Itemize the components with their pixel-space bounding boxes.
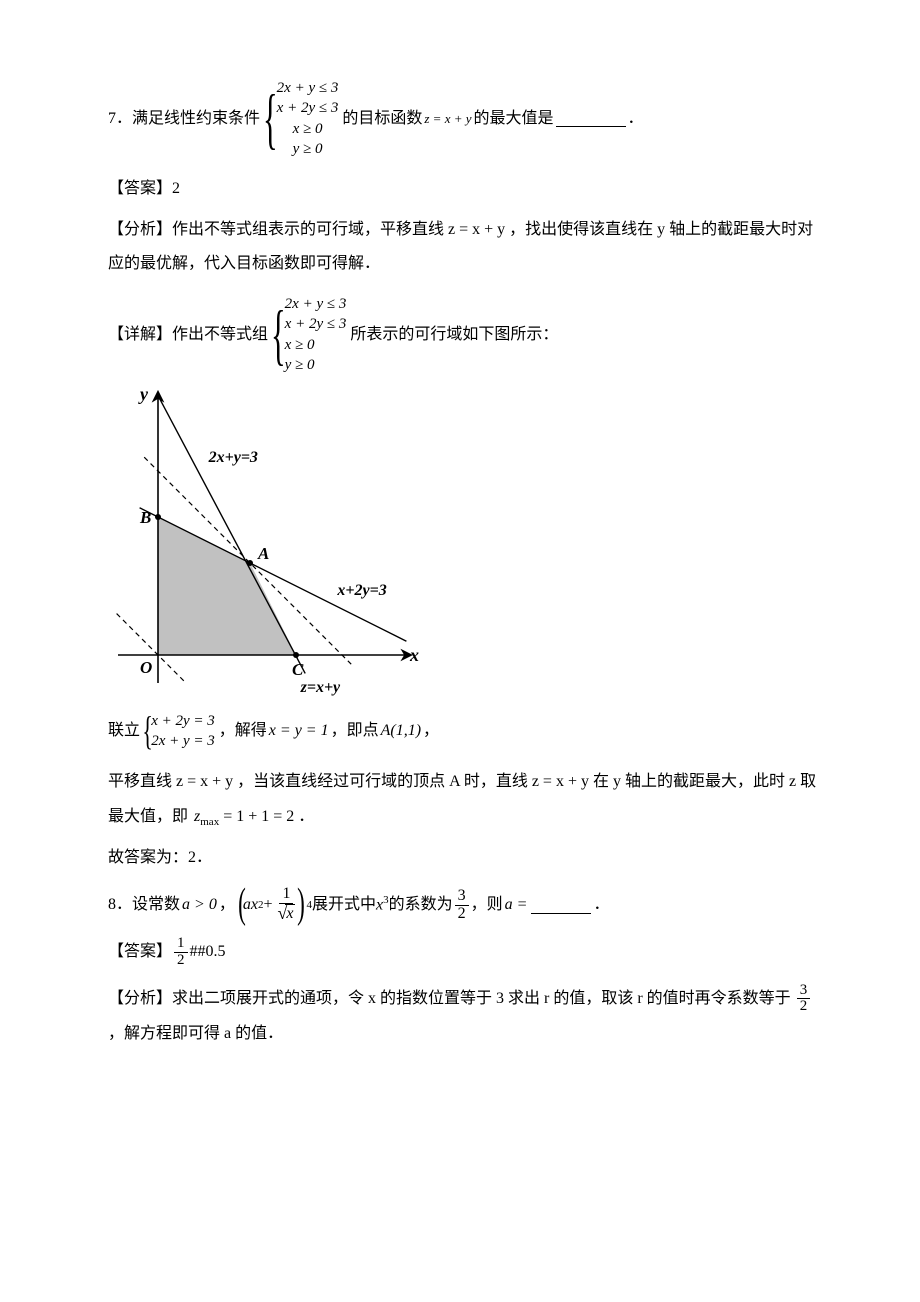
q7-system: { 2x + y ≤ 3 x + 2y ≤ 3 x ≥ 0 y ≥ 0: [264, 78, 338, 159]
q8-answer-row: 【答案】 1 2 ##0.5: [108, 936, 828, 969]
q8-number: 8．: [108, 893, 132, 917]
feasible-region-graph: y x O A B C 2x+y=3 x+2y=3 z=x+y: [102, 387, 828, 705]
q8-problem: 8． 设常数 a > 0 ， ( ax2 + 1 √x ) 4 展开式中 x3 …: [108, 886, 828, 924]
q8-expansion: ( ax2 + 1 √x ): [235, 886, 309, 924]
q7-pre: 满足线性约束条件: [132, 107, 260, 131]
simul-system: { x + 2y = 3 2x + y = 3: [144, 711, 215, 752]
q7-therefore: 故答案为：2．: [108, 846, 828, 870]
svg-text:x+2y=3: x+2y=3: [336, 582, 386, 599]
q7-mid: 的目标函数: [342, 107, 422, 131]
q7-blank: [556, 110, 626, 128]
q7-answer: 2: [172, 180, 180, 197]
svg-text:C: C: [292, 660, 304, 679]
answer-label: 【答案】: [108, 180, 172, 197]
svg-text:x: x: [409, 645, 419, 665]
detail-pre: 作出不等式组: [172, 323, 268, 347]
svg-text:B: B: [139, 508, 151, 527]
q8-analysis-frac: 3 2: [797, 983, 811, 1016]
analysis-label: 【分析】: [108, 221, 172, 238]
q7-detail: 【详解】 作出不等式组 { 2x + y ≤ 3 x + 2y ≤ 3 x ≥ …: [108, 294, 828, 375]
q8-analysis: 【分析】求出二项展开式的通项，令 x 的指数位置等于 3 求出 r 的值，取该 …: [108, 981, 828, 1051]
q7-analysis-text: 作出不等式组表示的可行域，平移直线 z = x + y ，找出使得该直线在 y …: [108, 221, 813, 272]
zmax: zmax = 1 + 1 = 2: [194, 808, 298, 825]
q8-blank: [531, 896, 591, 914]
q7-post: 的最大值是: [474, 107, 554, 131]
q8-answer-frac: 1 2: [174, 936, 188, 969]
svg-text:O: O: [140, 658, 152, 677]
analysis-label: 【分析】: [108, 990, 172, 1007]
q7-analysis: 【分析】作出不等式组表示的可行域，平移直线 z = x + y ，找出使得该直线…: [108, 213, 828, 280]
q7-simultaneous: 联立 { x + 2y = 3 2x + y = 3 ，解得 x = y = 1…: [108, 711, 828, 752]
q7-obj: z = x + y: [424, 109, 471, 129]
q7-number: 7．: [108, 107, 132, 131]
brace-icon: {: [142, 713, 153, 749]
svg-text:z=x+y: z=x+y: [300, 679, 341, 696]
svg-text:y: y: [138, 387, 149, 404]
svg-text:2x+y=3: 2x+y=3: [208, 449, 258, 466]
detail-label: 【详解】: [108, 323, 172, 347]
q7-problem: 7． 满足线性约束条件 { 2x + y ≤ 3 x + 2y ≤ 3 x ≥ …: [108, 78, 828, 159]
brace-icon: {: [271, 304, 286, 365]
svg-text:A: A: [257, 544, 269, 563]
q7-answer-row: 【答案】2: [108, 177, 828, 201]
brace-icon: {: [263, 88, 278, 149]
q8-coef-frac: 3 2: [455, 888, 469, 923]
graph-svg: y x O A B C 2x+y=3 x+2y=3 z=x+y: [102, 387, 422, 697]
detail-post: 所表示的可行域如下图所示：: [350, 323, 558, 347]
q8-inner-frac: 1 √x: [274, 886, 298, 924]
q7-period: ．: [628, 107, 644, 131]
answer-label: 【答案】: [108, 940, 172, 964]
q7-detail-system: { 2x + y ≤ 3 x + 2y ≤ 3 x ≥ 0 y ≥ 0: [272, 294, 346, 375]
simul-label: 联立: [108, 719, 140, 743]
q7-shift: 平移直线 z = x + y ，当该直线经过可行域的顶点 A 时，直线 z = …: [108, 764, 828, 835]
